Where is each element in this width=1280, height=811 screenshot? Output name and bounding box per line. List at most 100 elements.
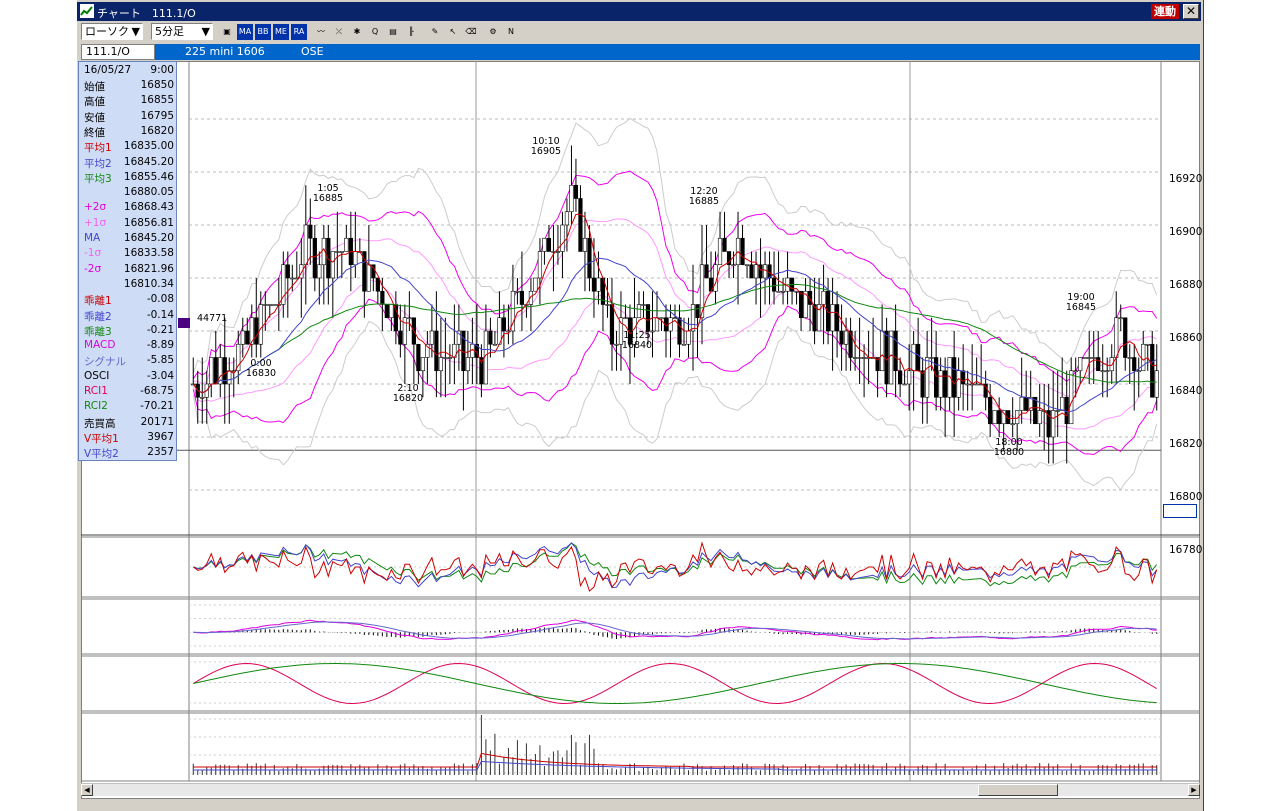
candle-body [1060,396,1065,411]
candle-body [609,304,615,345]
candle-body [943,370,948,398]
zoom-icon[interactable]: Q [367,24,383,40]
data-row-label: 乖離3 [84,325,112,338]
data-row-value: -5.85 [146,354,174,367]
candle-body [1001,410,1006,425]
bollinger-band-icon[interactable]: BB [255,24,271,40]
data-row-value: 16850 [140,79,174,91]
candle-body [245,330,250,345]
candle-body [344,237,349,252]
chart-type-dropdown[interactable]: ローソク ▼ [81,23,143,40]
chart-area[interactable]: 16920 16900 16880 16860 16840 16820 16800 16780… [81,61,1203,799]
cross-tool-icon[interactable]: ✱ [349,24,365,40]
candle-body [339,251,344,253]
data-row-label: OSCI [84,369,110,382]
close-icon[interactable]: ✕ [1183,4,1199,19]
chart-settings-icon[interactable]: ▣ [219,24,235,40]
macd-line [193,619,1157,641]
data-row: -2σ 16821.96 [84,263,174,278]
interval-dropdown[interactable]: 5分足 ▼ [151,23,213,40]
data-date: 16/05/27 [84,64,132,76]
data-row: MACD -8.89 [84,339,174,354]
candle-body [506,330,511,333]
candle-body [384,304,389,319]
candle-body [1132,357,1137,372]
candle-body [533,277,538,292]
candle-body [227,370,232,385]
candle-body [803,290,808,319]
chart-canvas[interactable] [81,61,1200,799]
data-row-value: 16833.58 [123,247,174,260]
candle-body [668,317,673,332]
scroll-right-icon[interactable]: ▶ [1188,784,1200,796]
n-tool-icon[interactable]: N [503,24,519,40]
candle-body [519,290,525,305]
candle-body [690,304,696,332]
peak-annotation: 11:25 16840 [621,330,653,351]
eraser-icon[interactable]: ⌫ [463,24,479,40]
candle-body [375,277,380,292]
candle-body [1154,370,1159,398]
candle-body [758,264,763,279]
candle-body [889,330,894,385]
trend-tool-icon[interactable]: ⤫ [331,24,347,40]
envelope-icon[interactable]: ME [273,24,289,40]
moving-average-1 [192,213,1157,419]
candle-body [303,224,308,266]
candle-body [1064,396,1069,425]
horizontal-scrollbar[interactable]: ◀ ▶ [81,783,1200,796]
candle-body [618,317,624,345]
candle-body [852,357,858,359]
line-tool-icon[interactable]: 〰 [313,24,329,40]
chart-window: チャート 111.1/O 連動 ✕ ローソク ▼ 5分足 ▼ ▣ MA BB ME RA… [76,0,1204,811]
candle-body [677,317,682,345]
data-row: 16810.34 [84,278,174,293]
data-row: RCI2 -70.21 [84,400,174,415]
ra-icon[interactable]: RA [291,24,307,40]
candle-body [1127,357,1132,359]
candle-body [200,396,205,399]
candle-body [1082,357,1087,359]
candle-body [974,383,979,386]
candle-body [812,304,817,332]
candle-body [997,410,1002,425]
candle-body [726,251,732,266]
pen-icon[interactable]: ✎ [427,24,443,40]
candle-body [542,237,547,252]
moving-average-icon[interactable]: MA [237,24,253,40]
candle-body [1069,370,1074,425]
data-row: 売買高 20171 [84,416,174,431]
pointer-icon[interactable]: ↖ [445,24,461,40]
candle-body [821,290,826,305]
data-row-value: -0.14 [146,308,174,321]
candle-body [249,317,254,345]
data-row: RCI1 -68.75 [84,385,174,400]
chevron-down-icon: ▼ [131,25,140,38]
candle-body [825,290,831,332]
data-row-value: 16821.96 [123,262,174,275]
data-row: 平均3 16855.46 [84,171,174,186]
symbol-name: 225 mini 1606 [185,45,265,58]
candle-body [947,357,952,398]
data-time: 9:00 [150,64,174,76]
bollinger-band-minus1 [192,279,1158,430]
rci-line-2 [193,663,1157,704]
volume-average-2 [193,760,1157,771]
scroll-left-icon[interactable]: ◀ [81,784,93,796]
candle-body [335,251,340,253]
bollinger-band-plus3 [192,117,1158,374]
price-tick-label: 16900 [1169,226,1203,238]
gear-icon[interactable]: ⚙ [485,24,501,40]
link-toggle-button[interactable]: 連動 [1151,4,1179,19]
candle-body [434,330,439,372]
candle-body [555,251,561,253]
peak-annotation: 19:00 16845 [1065,292,1097,313]
scroll-thumb[interactable] [978,784,1058,796]
data-row: 高値 16855 [84,94,174,109]
bar-tool-icon[interactable]: ╟ [403,24,419,40]
fibonacci-icon[interactable]: ▤ [385,24,401,40]
candle-body [285,264,290,279]
chevron-down-icon: ▼ [201,25,210,38]
deviation-line-2 [193,542,1158,589]
data-row-value: 16820 [140,124,174,137]
